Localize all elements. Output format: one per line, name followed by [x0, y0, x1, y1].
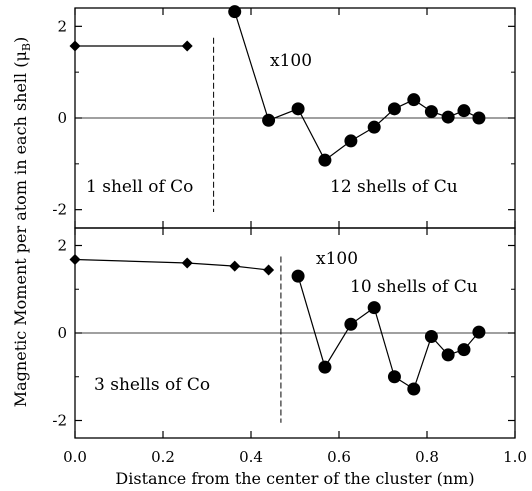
y-tick-label-bottom: 2 — [57, 237, 67, 255]
bottom-co-shell-label: 3 shells of Co — [94, 375, 210, 395]
y-axis-label-main: Magnetic Moment per atom in each shell (… — [11, 51, 30, 407]
top-co-point — [181, 40, 193, 52]
top-co-shell-label: 1 shell of Co — [86, 177, 193, 197]
bottom-co-point — [181, 257, 193, 269]
y-tick-label-bottom: -2 — [52, 412, 67, 430]
bottom-series-co-line — [74, 258, 269, 271]
top-cu-point — [344, 134, 358, 148]
bottom-cu-point — [457, 343, 471, 357]
top-cu-point — [228, 5, 242, 19]
y-axis-label-subscript: B — [20, 43, 33, 51]
bottom-cu-point — [407, 382, 421, 396]
bottom-cu-point — [441, 348, 455, 362]
top-cu-shell-label: 12 shells of Cu — [330, 177, 458, 197]
top-cu-point — [262, 113, 276, 127]
y-axis-label-close: ) — [11, 37, 30, 43]
bottom-cu-point — [291, 269, 305, 283]
bottom-cu-point — [367, 301, 381, 315]
bottom-series-cu-line — [297, 275, 480, 390]
y-axis-label: Magnetic Moment per atom in each shell (… — [11, 37, 33, 407]
x-axis-label: Distance from the center of the cluster … — [115, 469, 474, 488]
x-tick-label: 0.8 — [415, 448, 439, 466]
x-tick-label: 0.2 — [151, 448, 175, 466]
bottom-cu-point — [472, 325, 486, 339]
y-tick-label-top: -2 — [52, 201, 67, 219]
x-tick-label: 1.0 — [503, 448, 527, 466]
bottom-co-point — [229, 260, 241, 272]
top-multiplier-label: x100 — [270, 51, 312, 71]
bottom-cu-point — [344, 317, 358, 331]
top-cu-point — [424, 105, 438, 119]
data-marks — [69, 5, 515, 423]
top-cu-point — [441, 110, 455, 124]
x-tick-label: 0.0 — [63, 448, 87, 466]
top-cu-point — [472, 111, 486, 125]
bottom-multiplier-label: x100 — [316, 249, 358, 269]
bottom-cu-point — [387, 370, 401, 384]
top-cu-point — [318, 153, 332, 167]
x-tick-label: 0.4 — [239, 448, 263, 466]
top-cu-point — [367, 120, 381, 134]
top-cu-point — [291, 102, 305, 116]
top-cu-point — [407, 93, 421, 107]
top-cu-point — [387, 102, 401, 116]
y-tick-label-top: 0 — [57, 109, 67, 127]
bottom-cu-point — [424, 330, 438, 343]
bottom-cu-point — [318, 360, 332, 374]
top-cu-point — [457, 104, 471, 118]
x-tick-label: 0.6 — [327, 448, 351, 466]
bottom-co-point — [263, 264, 275, 276]
axis-ticks: -2 0 2 -2 0 2 0.0 0.2 0.4 0.6 0.8 1.0 — [52, 8, 527, 466]
top-series-cu-line — [234, 11, 480, 162]
y-tick-label-top: 2 — [57, 17, 67, 35]
y-tick-label-bottom: 0 — [57, 324, 67, 342]
bottom-cu-shell-label: 10 shells of Cu — [350, 277, 478, 297]
